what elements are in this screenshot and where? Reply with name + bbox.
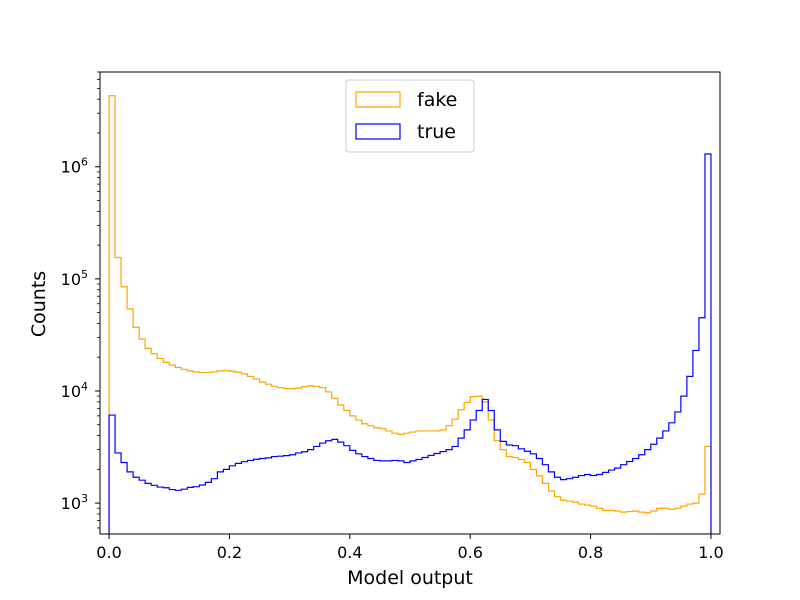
y-tick-label: 105 [61, 268, 88, 289]
y-tick-label: 103 [61, 492, 88, 513]
legend-label-true: true [417, 121, 456, 143]
x-tick-label: 0.2 [217, 543, 242, 562]
y-axis: 103 104 105 106 [61, 71, 100, 529]
legend-label-fake: fake [417, 89, 457, 111]
series-layer [108, 95, 712, 534]
x-axis: 0.0 0.2 0.4 0.6 0.8 1.0 [96, 534, 724, 562]
y-tick-label: 104 [61, 380, 88, 401]
legend-box [345, 79, 475, 153]
x-tick-label: 0.4 [337, 543, 362, 562]
x-tick-label: 0.0 [96, 543, 121, 562]
plot-area [99, 71, 721, 535]
plot-frame [99, 71, 721, 535]
x-tick-label: 0.6 [457, 543, 482, 562]
series-fake [108, 95, 712, 534]
legend-swatch-true [355, 123, 401, 140]
x-tick-label: 0.8 [578, 543, 603, 562]
y-tick-label: 106 [61, 156, 88, 177]
x-axis-title: Model output [347, 567, 473, 589]
legend-swatch-fake [355, 91, 401, 108]
x-tick-label: 1.0 [698, 543, 723, 562]
y-axis-title: Counts [28, 271, 50, 337]
legend: fake true [345, 79, 475, 153]
series-true [108, 153, 712, 534]
